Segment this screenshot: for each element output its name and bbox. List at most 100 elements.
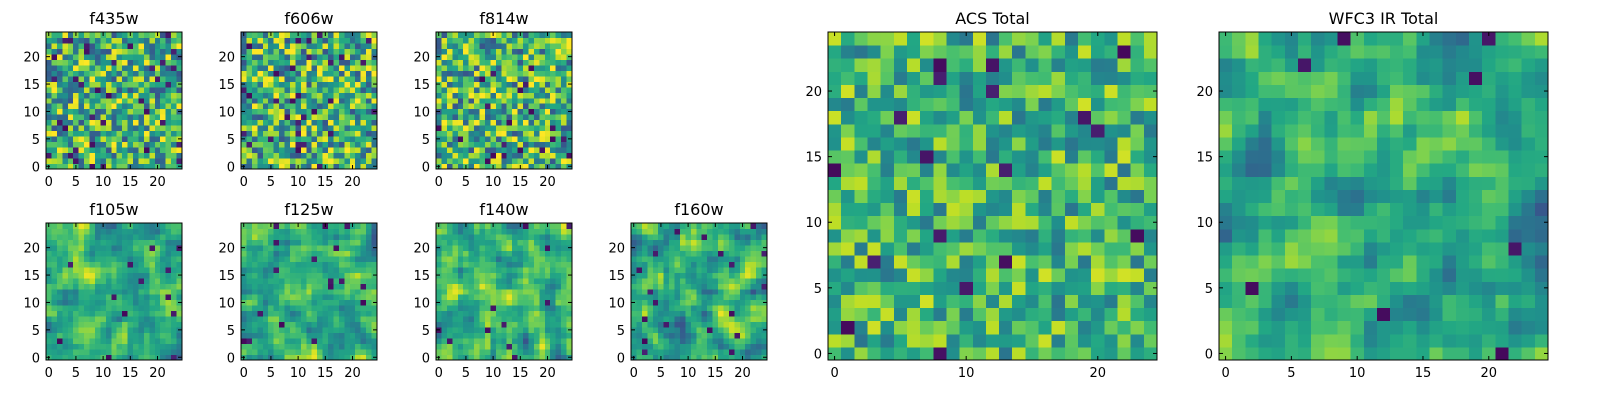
- heatmap-cell: [295, 92, 302, 99]
- heatmap-cell: [550, 283, 557, 290]
- heatmap-cell: [501, 283, 508, 290]
- heatmap-cell: [84, 108, 91, 115]
- heatmap-cell: [295, 108, 302, 115]
- heatmap-cell: [67, 130, 74, 137]
- heatmap-cell: [371, 294, 378, 301]
- heatmap-cell: [246, 233, 253, 240]
- heatmap-cell: [663, 233, 670, 240]
- heatmap-cell: [679, 349, 686, 356]
- heatmap-cell: [279, 321, 286, 328]
- heatmap-cell: [317, 136, 324, 143]
- heatmap-cell: [906, 228, 921, 243]
- heatmap-cell: [279, 114, 286, 121]
- heatmap-cell: [176, 239, 183, 246]
- heatmap-cell: [84, 114, 91, 121]
- heatmap-cell: [880, 189, 895, 204]
- heatmap-cell: [452, 136, 459, 143]
- heatmap-cell: [436, 228, 442, 235]
- heatmap-cell: [78, 119, 85, 126]
- heatmap-cell: [360, 103, 367, 110]
- heatmap-cell: [122, 327, 129, 334]
- heatmap-cell: [306, 233, 313, 240]
- heatmap-cell: [679, 310, 686, 317]
- heatmap-cell: [46, 42, 52, 49]
- x-tick-label: 20: [539, 366, 556, 381]
- heatmap-cell: [490, 92, 497, 99]
- heatmap-cell: [636, 239, 643, 246]
- heatmap-cell: [468, 244, 475, 251]
- heatmap-cell: [728, 310, 735, 317]
- heatmap-cell: [366, 239, 373, 246]
- heatmap-cell: [111, 316, 118, 323]
- heatmap-cell: [133, 233, 139, 240]
- heatmap-cell: [67, 283, 74, 290]
- heatmap-cell: [1091, 228, 1105, 243]
- heatmap-cell: [641, 349, 648, 356]
- heatmap-cell: [300, 343, 307, 350]
- heatmap-cell: [262, 233, 269, 240]
- heatmap-cell: [495, 70, 502, 77]
- heatmap-cell: [306, 261, 313, 268]
- heatmap-cell: [647, 332, 654, 339]
- heatmap-cell: [495, 130, 502, 137]
- heatmap-cell: [441, 125, 448, 132]
- heatmap-cell: [533, 223, 540, 229]
- heatmap-cell: [468, 130, 475, 137]
- heatmap-cell: [284, 332, 291, 339]
- heatmap-cell: [436, 103, 442, 110]
- x-tick-label: 10: [290, 366, 307, 381]
- heatmap-cell: [446, 130, 453, 137]
- heatmap-cell: [523, 81, 529, 88]
- heatmap-cell: [555, 152, 562, 159]
- heatmap-cell: [56, 103, 63, 110]
- heatmap-cell: [89, 228, 96, 235]
- heatmap-cell: [127, 244, 134, 251]
- heatmap-cell: [463, 114, 470, 121]
- heatmap-cell: [452, 239, 459, 246]
- heatmap-cell: [1143, 294, 1158, 309]
- heatmap-cell: [867, 307, 882, 322]
- heatmap-cell: [523, 136, 529, 143]
- heatmap-cell: [933, 202, 947, 217]
- heatmap-cell: [94, 354, 101, 361]
- heatmap-cell: [73, 48, 80, 55]
- heatmap-cell: [750, 354, 757, 361]
- heatmap-cell: [761, 250, 768, 257]
- heatmap-cell: [539, 42, 546, 49]
- heatmap-cell: [539, 92, 546, 99]
- heatmap-cell: [463, 97, 470, 104]
- heatmap-cell: [116, 332, 123, 339]
- heatmap-cell: [506, 272, 513, 279]
- heatmap-cell: [311, 147, 318, 154]
- heatmap-cell: [663, 354, 670, 361]
- heatmap-cell: [127, 130, 134, 137]
- axes-frame: [45, 222, 183, 361]
- heatmap-cell: [1025, 176, 1040, 190]
- heatmap-cell: [641, 321, 648, 328]
- heatmap-cell: [251, 244, 258, 251]
- heatmap-cell: [566, 64, 573, 71]
- heatmap-cell: [171, 316, 178, 323]
- heatmap-cell: [555, 338, 562, 345]
- heatmap-cell: [295, 37, 302, 44]
- heatmap-cell: [544, 244, 551, 251]
- heatmap-cell: [78, 103, 85, 110]
- heatmap-cell: [317, 283, 324, 290]
- heatmap-cell: [1104, 189, 1119, 204]
- heatmap-cell: [116, 103, 123, 110]
- heatmap-cell: [1104, 268, 1119, 282]
- heatmap-cell: [67, 147, 74, 154]
- heatmap-cell: [441, 316, 448, 323]
- heatmap-cell: [484, 163, 491, 170]
- heatmap-cell: [828, 228, 842, 243]
- heatmap-cell: [273, 228, 280, 235]
- heatmap-cell: [46, 294, 52, 301]
- heatmap-cell: [241, 130, 247, 137]
- heatmap-cell: [685, 332, 692, 339]
- heatmap-cell: [171, 321, 178, 328]
- heatmap-cell: [528, 223, 535, 229]
- heatmap-cell: [328, 261, 334, 268]
- heatmap-cell: [652, 233, 659, 240]
- heatmap-cell: [84, 266, 91, 273]
- heatmap-cell: [636, 299, 643, 306]
